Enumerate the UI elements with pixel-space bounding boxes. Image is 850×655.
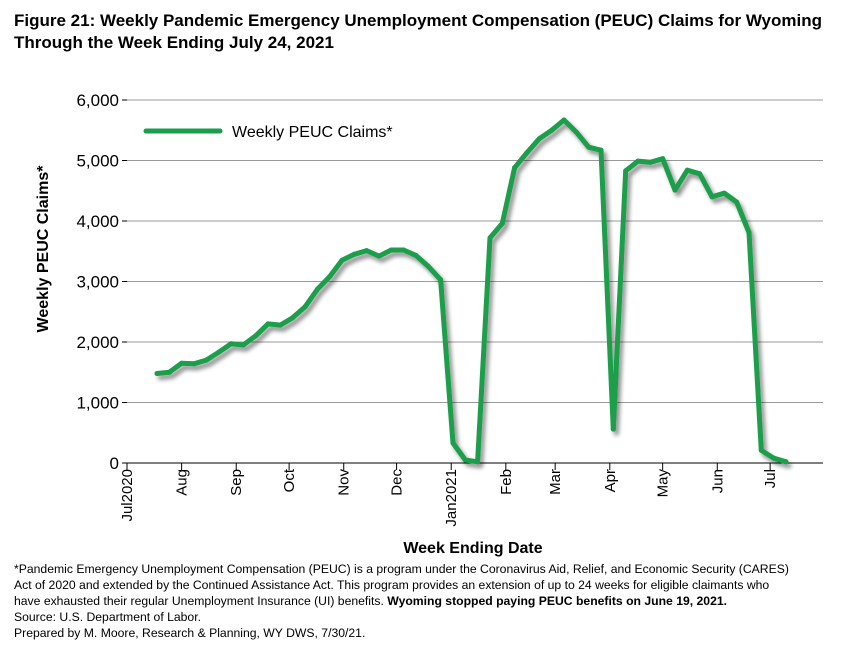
data-point	[302, 304, 308, 310]
y-tick-label: 6,000	[76, 91, 119, 110]
legend: Weekly PEUC Claims*	[143, 124, 393, 141]
data-point	[253, 333, 259, 339]
gridlines	[127, 99, 823, 403]
data-point	[450, 440, 456, 446]
data-point	[524, 150, 530, 156]
data-point	[647, 159, 653, 165]
y-tick-label: 2,000	[76, 333, 119, 352]
data-point	[610, 426, 616, 432]
data-point	[265, 321, 271, 327]
data-point	[684, 167, 690, 173]
data-point	[351, 251, 357, 257]
series-line	[154, 117, 789, 465]
data-point	[388, 247, 394, 253]
data-point	[783, 459, 789, 465]
chart-title-line-1: Figure 21: Weekly Pandemic Emergency Une…	[14, 11, 822, 30]
data-point	[573, 129, 579, 135]
data-point	[672, 187, 678, 193]
data-point	[771, 455, 777, 461]
x-tick-label: Oct	[281, 468, 298, 492]
data-point	[327, 274, 333, 280]
data-point	[586, 144, 592, 150]
x-tick-label: Dec	[389, 469, 406, 496]
footnote-line-3-bold: Wyoming stopped paying PEUC benefits on …	[387, 594, 728, 608]
data-point	[475, 459, 481, 465]
data-point	[549, 127, 555, 133]
data-point	[697, 171, 703, 177]
y-axis-label: Weekly PEUC Claims*	[35, 165, 52, 333]
x-axis-label: Week Ending Date	[403, 540, 542, 557]
footnote: *Pandemic Emergency Unemployment Compens…	[14, 561, 844, 641]
data-point	[203, 357, 209, 363]
y-tick-label: 3,000	[76, 273, 119, 292]
data-point	[536, 136, 542, 142]
data-point	[721, 190, 727, 196]
footnote-line-1: *Pandemic Emergency Unemployment Compens…	[14, 562, 789, 576]
footnote-line-2: Act of 2020 and extended by the Continue…	[14, 578, 770, 592]
x-tick-label: Feb	[498, 469, 515, 495]
footnote-line-3-text: have exhausted their regular Unemploymen…	[14, 594, 388, 608]
data-point	[635, 158, 641, 164]
x-tick-label: Jun	[709, 469, 726, 493]
x-tick-label: Jul2020	[119, 469, 136, 522]
series-weekly-peuc-claims	[154, 117, 789, 465]
data-point	[623, 168, 629, 174]
data-point	[154, 371, 160, 376]
data-point	[290, 315, 296, 321]
source-note: Source: U.S. Department of Labor.	[14, 610, 201, 624]
data-point	[191, 361, 197, 367]
data-point	[709, 194, 715, 200]
data-point	[364, 248, 370, 254]
x-tick-label: Mar	[547, 469, 564, 495]
data-point	[561, 117, 567, 123]
y-axis-ticks: 0 1,000 2,000 3,000 4,000 5,000 6,000	[76, 91, 127, 473]
line-chart: 0 1,000 2,000 3,000 4,000 5,000 6,000 Jul2020 A…	[35, 91, 823, 557]
data-point	[339, 257, 345, 263]
x-tick-label: Jan2021	[443, 469, 460, 527]
y-tick-label: 5,000	[76, 152, 119, 171]
data-point	[598, 147, 604, 153]
data-point	[758, 447, 764, 453]
x-tick-label: Aug	[174, 469, 191, 496]
data-point	[499, 220, 505, 226]
data-point	[314, 286, 320, 292]
data-point	[216, 349, 222, 355]
data-point	[746, 230, 752, 235]
legend-label: Weekly PEUC Claims*	[232, 124, 393, 141]
data-point	[512, 165, 518, 171]
data-point	[277, 322, 283, 328]
data-point	[462, 457, 468, 463]
data-point	[487, 235, 493, 241]
data-point	[438, 277, 444, 283]
x-tick-label: May	[655, 469, 672, 498]
chart-title-line-2: Through the Week Ending July 24, 2021	[14, 33, 334, 52]
data-point	[376, 253, 382, 259]
footnote-line-3: have exhausted their regular Unemploymen…	[14, 593, 844, 609]
y-tick-label: 4,000	[76, 212, 119, 231]
x-tick-label: Sep	[228, 469, 245, 496]
data-point	[166, 369, 172, 375]
y-tick-label: 0	[110, 454, 119, 473]
chart-title: Figure 21: Weekly Pandemic Emergency Une…	[14, 10, 834, 54]
data-point	[734, 199, 740, 205]
data-point	[425, 263, 431, 269]
prepared-by-note: Prepared by M. Moore, Research & Plannin…	[14, 626, 366, 640]
data-point	[228, 341, 234, 347]
data-point	[240, 342, 246, 348]
data-point	[660, 156, 666, 162]
data-point	[179, 360, 185, 366]
data-point	[413, 253, 419, 258]
data-point	[401, 247, 407, 253]
x-tick-label: Jul	[762, 469, 779, 488]
x-axis-ticks: Jul2020 Aug Sep Oct Nov Dec Jan2021 Feb Mar Apr Ma…	[119, 463, 779, 527]
x-tick-label: Apr	[602, 469, 619, 492]
y-tick-label: 1,000	[76, 394, 119, 413]
x-tick-label: Nov	[336, 469, 353, 496]
